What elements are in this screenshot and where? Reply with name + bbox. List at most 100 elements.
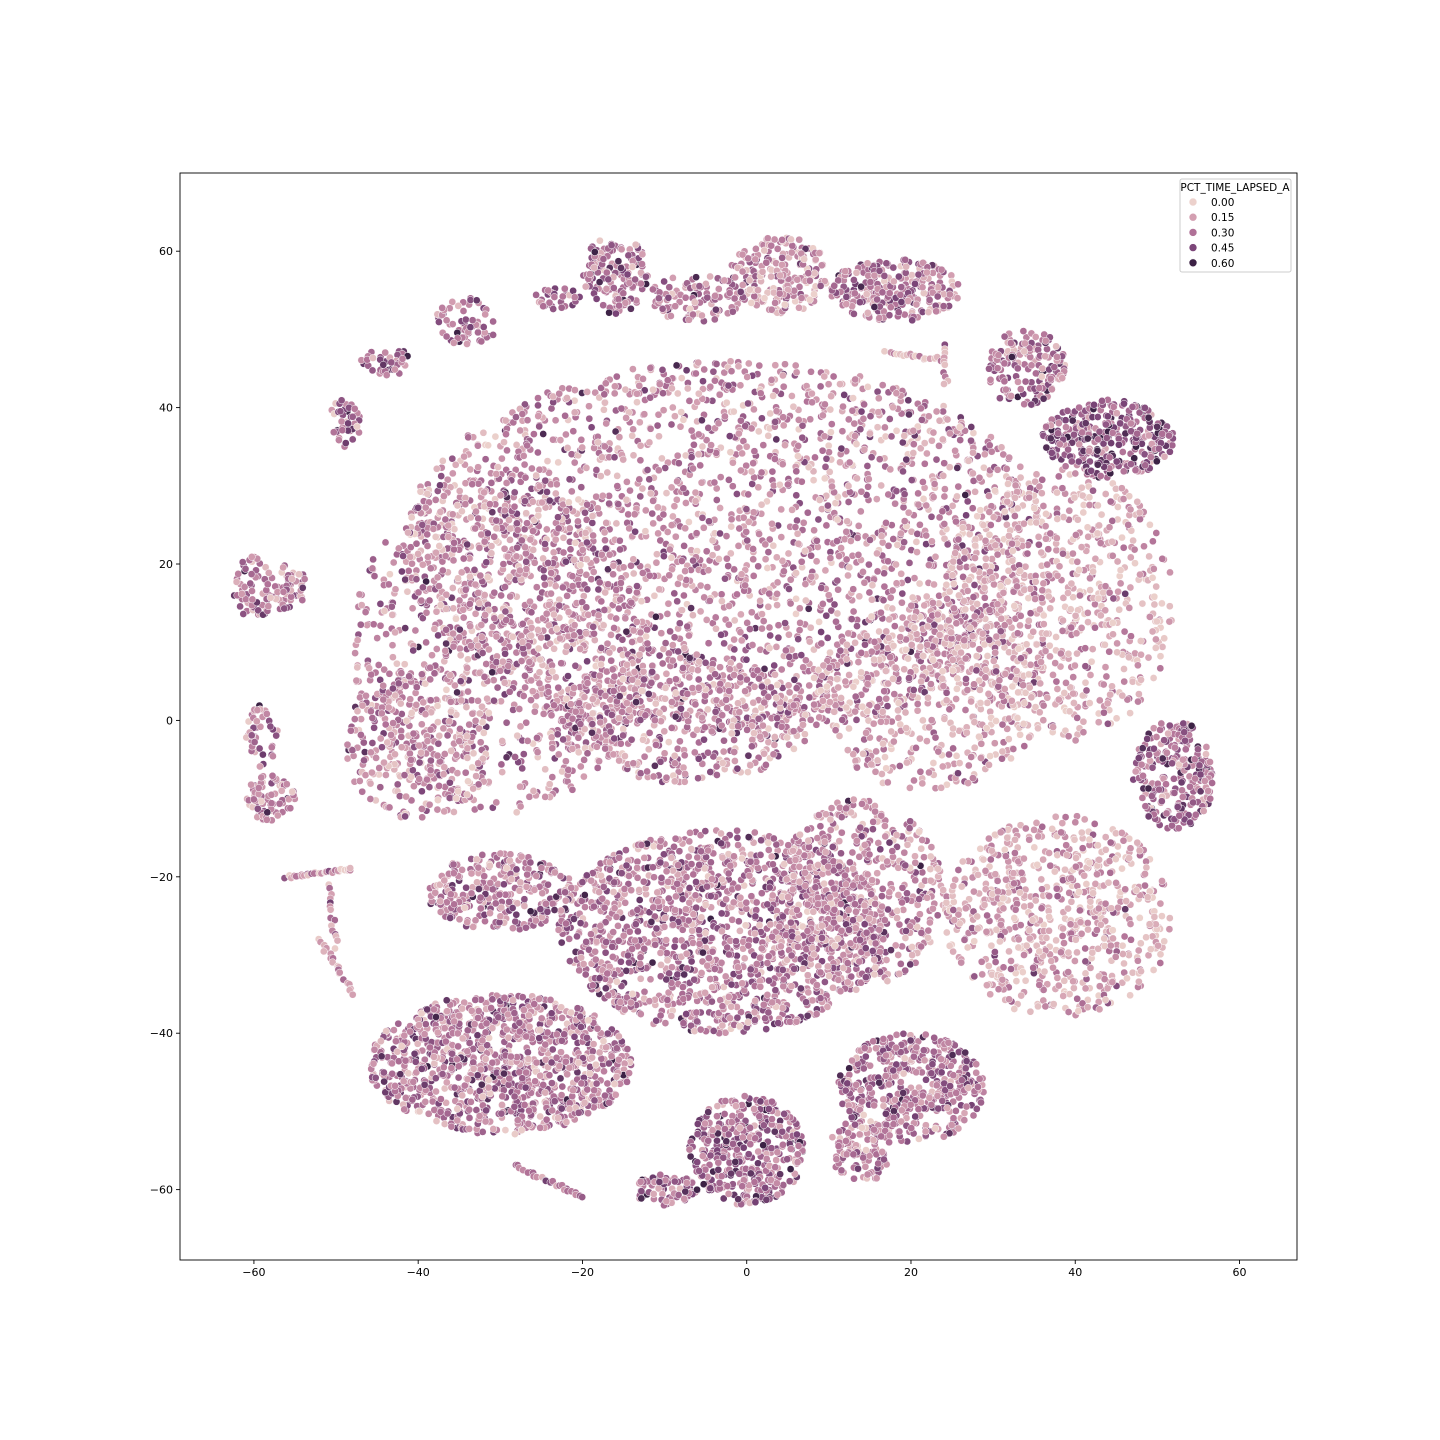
scatter-point — [930, 480, 939, 488]
scatter-point — [450, 538, 458, 547]
scatter-point — [991, 486, 999, 495]
scatter-point — [1049, 671, 1057, 679]
scatter-point — [817, 628, 825, 636]
scatter-point — [935, 442, 943, 450]
scatter-point — [807, 551, 815, 560]
scatter-point — [554, 458, 563, 467]
scatter-point — [828, 482, 836, 491]
scatter-point — [1093, 529, 1102, 538]
scatter-point — [889, 641, 898, 650]
scatter-point — [541, 476, 550, 485]
scatter-point — [764, 548, 773, 556]
scatter-point — [696, 607, 705, 616]
scatter-point — [1035, 708, 1044, 717]
scatter-point — [983, 699, 992, 707]
scatter-point — [840, 391, 849, 399]
scatter-point — [472, 772, 480, 780]
scatter-point — [882, 694, 891, 703]
scatter-point — [788, 506, 796, 514]
scatter-point — [886, 465, 895, 474]
scatter-point — [650, 591, 659, 600]
scatter-point — [948, 656, 957, 664]
scatter-point — [747, 608, 756, 617]
scatter-point — [722, 532, 731, 540]
scatter-point — [1008, 546, 1017, 555]
scatter-point — [1133, 497, 1142, 506]
scatter-point — [808, 389, 816, 398]
scatter-point — [771, 418, 780, 426]
scatter-point — [749, 555, 758, 564]
scatter-point — [1148, 627, 1157, 636]
scatter-point — [456, 651, 465, 660]
scatter-point — [749, 572, 758, 580]
scatter-point — [589, 568, 598, 576]
scatter-point — [849, 682, 858, 691]
scatter-point — [1085, 501, 1094, 509]
scatter-point — [705, 596, 714, 605]
scatter-point — [968, 632, 977, 641]
scatter-point — [754, 427, 763, 436]
scatter-point — [483, 529, 492, 538]
scatter-point — [1073, 649, 1081, 658]
scatter-point — [795, 626, 804, 635]
scatter-point — [873, 567, 882, 576]
scatter-point — [554, 524, 563, 533]
scatter-point — [527, 623, 536, 632]
scatter-point — [953, 492, 961, 501]
scatter-point — [817, 584, 826, 592]
scatter-point — [641, 527, 650, 536]
scatter-point — [640, 752, 649, 761]
scatter-point — [492, 524, 501, 533]
scatter-point — [763, 564, 772, 572]
scatter-point — [612, 519, 621, 528]
scatter-point — [444, 521, 453, 530]
scatter-point — [735, 429, 743, 438]
scatter-point — [824, 501, 832, 510]
scatter-point — [887, 727, 896, 736]
scatter-point — [1119, 543, 1128, 552]
scatter-point — [726, 659, 735, 667]
scatter-point — [891, 663, 900, 672]
scatter-point — [521, 473, 530, 482]
scatter-point — [964, 457, 973, 465]
scatter-point — [765, 623, 774, 632]
scatter-point — [715, 555, 723, 563]
scatter-point — [951, 446, 959, 455]
scatter-point — [429, 525, 438, 533]
scatter-point — [461, 768, 470, 777]
scatter-point — [381, 538, 390, 547]
scatter-point — [833, 576, 842, 585]
scatter-point — [528, 687, 537, 696]
scatter-point — [529, 546, 538, 554]
scatter-point — [442, 590, 451, 599]
scatter-point — [663, 528, 672, 536]
scatter-point — [851, 432, 859, 440]
scatter-point — [1101, 582, 1110, 591]
scatter-point — [540, 573, 548, 582]
scatter-point — [843, 517, 852, 526]
scatter-point — [627, 735, 636, 744]
scatter-point — [556, 436, 565, 444]
scatter-point — [490, 696, 498, 705]
scatter-point — [694, 358, 703, 367]
scatter-point — [967, 423, 976, 431]
scatter-point — [920, 459, 929, 468]
scatter-point — [513, 543, 521, 552]
scatter-point — [1064, 732, 1073, 741]
scatter-point — [615, 604, 623, 613]
scatter-point — [523, 441, 531, 450]
scatter-point — [887, 432, 896, 441]
scatter-point — [517, 536, 526, 545]
scatter-point — [1013, 504, 1022, 513]
scatter-point — [1136, 637, 1145, 645]
scatter-point — [629, 555, 638, 564]
scatter-point — [833, 515, 842, 524]
scatter-point — [711, 376, 719, 385]
scatter-point — [1166, 568, 1174, 577]
scatter-point — [885, 615, 894, 624]
scatter-point — [858, 702, 867, 711]
scatter-point — [758, 610, 766, 618]
scatter-point — [873, 423, 882, 432]
scatter-point — [929, 428, 938, 437]
scatter-point — [748, 742, 756, 751]
